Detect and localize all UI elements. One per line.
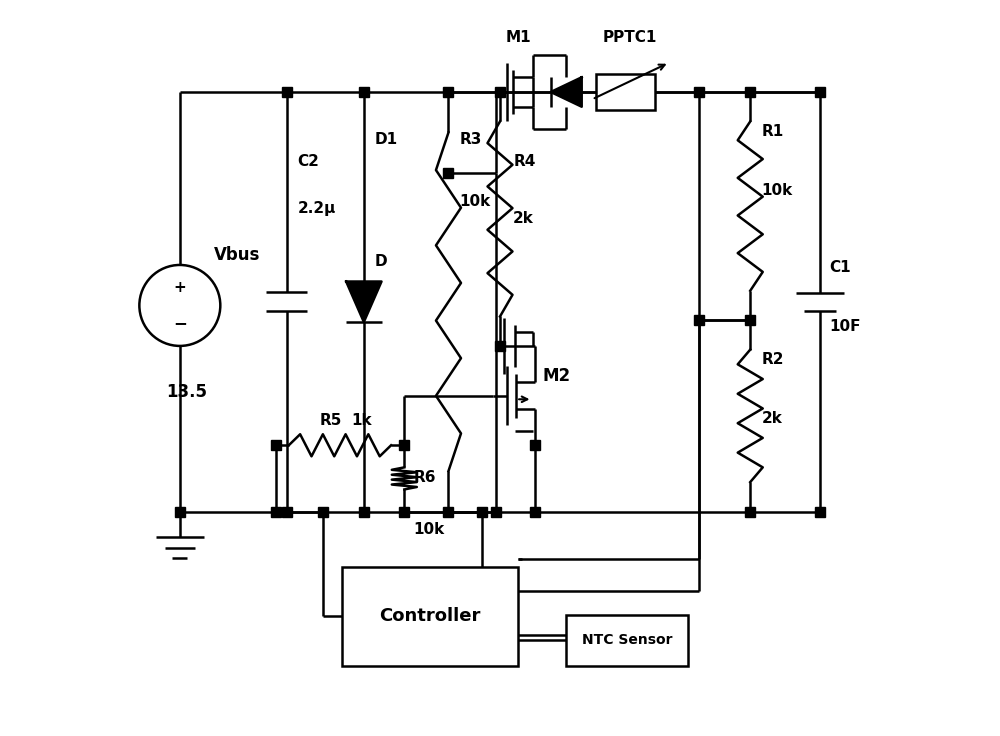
Text: R4: R4 [513,154,536,169]
Text: 2k: 2k [513,211,534,226]
Text: C1: C1 [829,261,851,275]
Text: 13.5: 13.5 [167,383,208,401]
Text: D1: D1 [375,132,398,146]
Text: PPTC1: PPTC1 [603,30,657,45]
Text: R3: R3 [460,132,482,146]
Text: C2: C2 [298,154,319,169]
Text: 2.2μ: 2.2μ [298,202,336,216]
Polygon shape [346,282,382,322]
Text: 10F: 10F [829,319,860,334]
Text: 10k: 10k [413,522,444,537]
Text: −: − [173,314,187,332]
Text: R5: R5 [319,413,342,428]
Bar [342,567,518,666]
Text: NTC Sensor: NTC Sensor [582,633,672,648]
Text: M2: M2 [543,367,571,385]
Text: R1: R1 [761,124,784,139]
Text: Vbus: Vbus [214,246,260,263]
Text: 1k: 1k [351,413,372,428]
Text: R2: R2 [761,353,784,367]
Polygon shape [551,77,582,107]
Text: D: D [375,255,388,269]
Text: R6: R6 [413,470,436,485]
Text: 10k: 10k [761,183,793,198]
Text: 2k: 2k [761,411,782,426]
Bar [566,615,688,666]
Text: +: + [173,280,186,295]
Text: M1: M1 [505,30,531,45]
Text: Controller: Controller [379,607,481,626]
Text: 10k: 10k [460,194,491,209]
Bar [596,74,655,110]
